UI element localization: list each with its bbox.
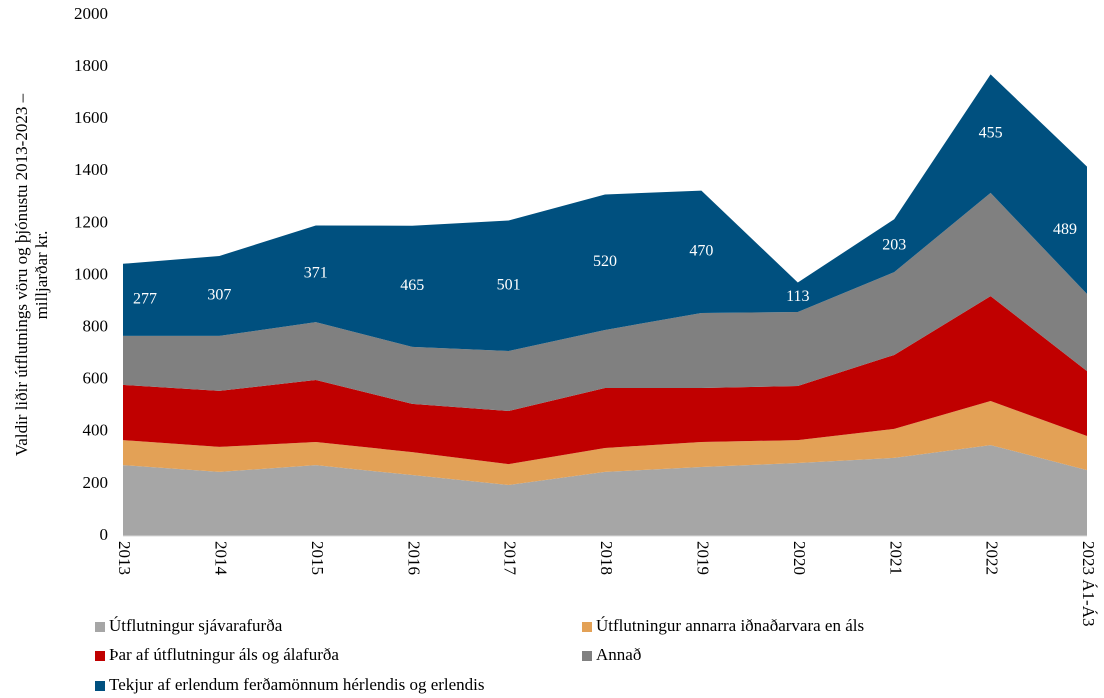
data-label: 455 — [979, 124, 1003, 141]
y-tick-label: 600 — [83, 369, 109, 388]
y-tick-label: 1200 — [74, 212, 108, 231]
data-label: 113 — [786, 288, 809, 305]
data-label: 489 — [1053, 221, 1077, 238]
x-tick-label: 2021 — [886, 541, 905, 575]
legend-label: Þar af útflutningur áls og álafurða — [109, 645, 339, 664]
y-tick-label: 0 — [100, 525, 109, 544]
legend-swatch — [95, 681, 105, 691]
x-tick-label: 2015 — [308, 541, 327, 575]
x-tick-label: 2023 Á1-Á3 — [1079, 541, 1098, 626]
y-tick-label: 800 — [83, 317, 109, 336]
legend-swatch — [95, 622, 105, 632]
y-axis-title: Valdir liðir útflutnings vöru og þjónust… — [12, 93, 51, 456]
legend-label: Annað — [596, 645, 641, 664]
y-tick-label: 1600 — [74, 108, 108, 127]
data-label: 307 — [207, 287, 231, 304]
data-label: 371 — [304, 264, 328, 281]
x-tick-label: 2018 — [597, 541, 616, 575]
x-tick-label: 2013 — [115, 541, 134, 575]
y-tick-label: 1000 — [74, 264, 108, 283]
legend-label: Útflutningur sjávarafurða — [109, 616, 283, 635]
area — [123, 74, 1087, 352]
data-label: 277 — [133, 291, 157, 308]
data-label: 501 — [497, 276, 521, 293]
y-tick-label: 1800 — [74, 56, 108, 75]
x-tick-label: 2022 — [983, 541, 1002, 575]
data-label: 203 — [882, 236, 906, 253]
area — [123, 401, 1087, 485]
x-tick-label: 2019 — [693, 541, 712, 575]
area — [123, 192, 1087, 411]
x-tick-label: 2016 — [404, 541, 423, 575]
area — [123, 296, 1087, 465]
data-label: 465 — [400, 277, 424, 294]
data-label: 470 — [689, 242, 713, 259]
y-tick-label: 1400 — [74, 160, 108, 179]
x-tick-label: 2014 — [211, 541, 230, 576]
legend-label: Tekjur af erlendum ferðamönnum hérlendis… — [109, 675, 485, 694]
y-tick-label: 2000 — [74, 4, 108, 23]
y-axis-title-line: milljarðar kr. — [32, 231, 51, 320]
y-tick-label: 400 — [83, 421, 109, 440]
data-label: 520 — [593, 253, 617, 270]
x-tick-label: 2017 — [501, 541, 520, 576]
area — [123, 445, 1087, 536]
legend-swatch — [582, 622, 592, 632]
y-tick-label: 200 — [83, 473, 109, 492]
y-axis-title-line: Valdir liðir útflutnings vöru og þjónust… — [12, 93, 31, 456]
legend-swatch — [582, 651, 592, 661]
legend-label: Útflutningur annarra iðnaðarvara en áls — [596, 616, 864, 635]
legend-swatch — [95, 651, 105, 661]
x-tick-label: 2020 — [790, 541, 809, 575]
